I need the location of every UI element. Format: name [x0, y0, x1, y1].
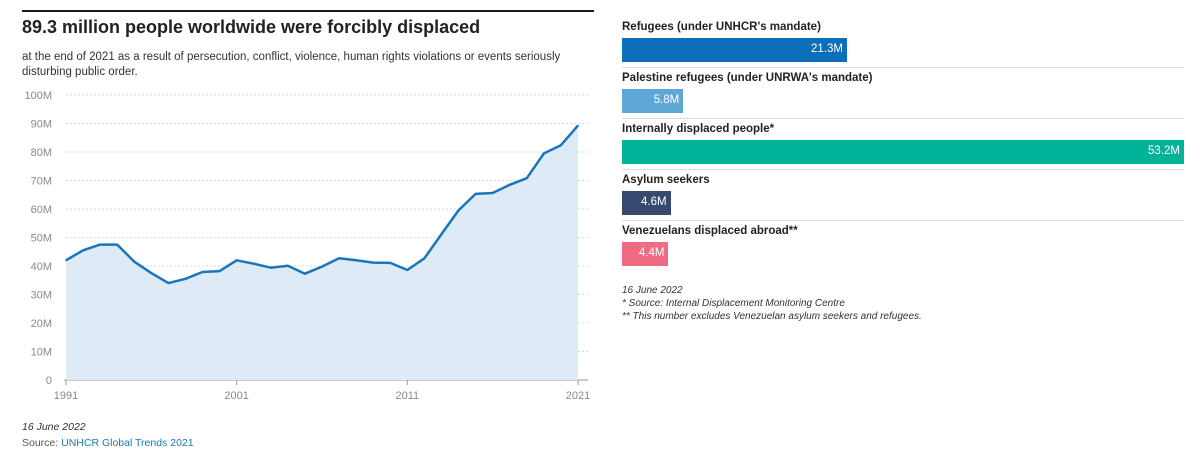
x-tick-label: 1991	[54, 390, 78, 402]
data-point	[321, 265, 323, 268]
line-chart: 0 10M 20M 30M 40M 50M 60M 70M 80M 90M 100M 1991 2001…	[24, 90, 590, 402]
bar-row: Venezuelans displaced abroad** 4.4M	[622, 225, 1184, 275]
data-point	[235, 259, 238, 262]
bar-label: Refugees (under UNHCR's mandate)	[622, 21, 821, 33]
data-point	[577, 124, 579, 127]
data-point	[150, 272, 153, 274]
bar-notes: 16 June 2022 * Source: Internal Displace…	[622, 284, 922, 323]
data-point	[508, 184, 511, 186]
bar-date: 16 June 2022	[622, 285, 683, 296]
bar-value-label: 4.6M	[641, 196, 667, 208]
footnote-1: * Source: Internal Displacement Monitori…	[622, 298, 845, 309]
data-point	[201, 271, 204, 273]
bar-row: Palestine refugees (under UNRWA's mandat…	[622, 72, 1184, 122]
data-point	[270, 266, 272, 269]
bar-label: Internally displaced people*	[622, 123, 775, 135]
bar: 5.8M	[622, 89, 684, 113]
data-point	[287, 264, 289, 267]
y-tick-label: 90M	[31, 119, 52, 131]
bar-value-label: 4.4M	[638, 247, 665, 259]
y-tick-label: 80M	[31, 147, 52, 159]
data-point	[167, 282, 170, 284]
series-area	[66, 125, 578, 380]
data-point	[491, 192, 494, 194]
bar-label: Asylum seekers	[622, 174, 710, 186]
data-point	[389, 262, 392, 264]
bar-row: Asylum seekers 4.6M	[622, 174, 1184, 224]
bar: 53.2M	[622, 140, 1184, 164]
data-point	[218, 270, 221, 272]
source-link[interactable]: UNHCR Global Trends 2021	[61, 437, 194, 449]
chart-date: 16 June 2022	[22, 421, 86, 433]
line-chart-panel: 89.3 million people worldwide were forci…	[22, 0, 594, 455]
bar-chart-panel: Refugees (under UNHCR's mandate) 21.3M Pal…	[622, 0, 1192, 455]
y-tick-label: 70M	[31, 176, 52, 188]
data-point	[82, 249, 84, 252]
chart-title: 89.3 million people worldwide were forci…	[22, 17, 481, 37]
bar: 4.4M	[622, 242, 669, 266]
y-tick-label: 30M	[31, 290, 52, 302]
row-separator	[622, 169, 1184, 170]
row-separator	[622, 67, 1184, 68]
bar: 21.3M	[622, 38, 847, 62]
y-tick-label: 40M	[31, 261, 52, 273]
data-point	[474, 193, 477, 195]
x-tick-label: 2001	[224, 390, 248, 402]
bar-value-label: 53.2M	[1148, 145, 1180, 157]
data-point	[457, 209, 460, 212]
data-point	[543, 152, 545, 155]
y-tick-label: 100M	[24, 90, 52, 102]
x-tick-label: 2011	[396, 390, 420, 402]
y-tick-label: 20M	[31, 318, 52, 330]
bar-value-label: 5.8M	[653, 94, 680, 106]
data-point	[406, 269, 409, 271]
y-tick-label: 0	[46, 375, 52, 387]
data-point	[440, 233, 443, 235]
y-tick-label: 50M	[31, 233, 52, 245]
y-tick-label: 10M	[31, 347, 52, 359]
data-point	[372, 261, 375, 264]
bar-row: Refugees (under UNHCR's mandate) 21.3M	[622, 21, 1184, 71]
x-tick-label: 2021	[566, 390, 590, 402]
data-point	[65, 259, 67, 262]
footnote-2: ** This number excludes Venezuelan asylu…	[622, 311, 922, 322]
data-point	[526, 177, 528, 179]
data-point	[252, 262, 255, 265]
data-point	[184, 278, 187, 280]
bar-label: Palestine refugees (under UNRWA's mandat…	[622, 72, 873, 84]
source-prefix: Source:	[22, 437, 62, 449]
data-point	[304, 272, 306, 275]
bar-label: Venezuelans displaced abroad**	[622, 225, 798, 237]
bar-row: Internally displaced people* 53.2M	[622, 123, 1184, 173]
data-point	[423, 257, 426, 260]
row-separator	[622, 118, 1184, 119]
chart-source: Source: UNHCR Global Trends 2021	[22, 437, 194, 449]
data-point	[116, 243, 118, 246]
data-point	[338, 257, 340, 260]
row-separator	[622, 220, 1184, 221]
data-point	[560, 144, 562, 146]
top-rule	[22, 10, 594, 12]
data-point	[133, 260, 136, 263]
bar: 4.6M	[622, 191, 671, 215]
y-tick-label: 60M	[31, 204, 52, 216]
chart-subtitle: at the end of 2021 as a result of persec…	[22, 51, 561, 78]
data-point	[99, 243, 101, 246]
data-point	[355, 259, 357, 262]
bar-value-label: 21.3M	[811, 43, 843, 55]
